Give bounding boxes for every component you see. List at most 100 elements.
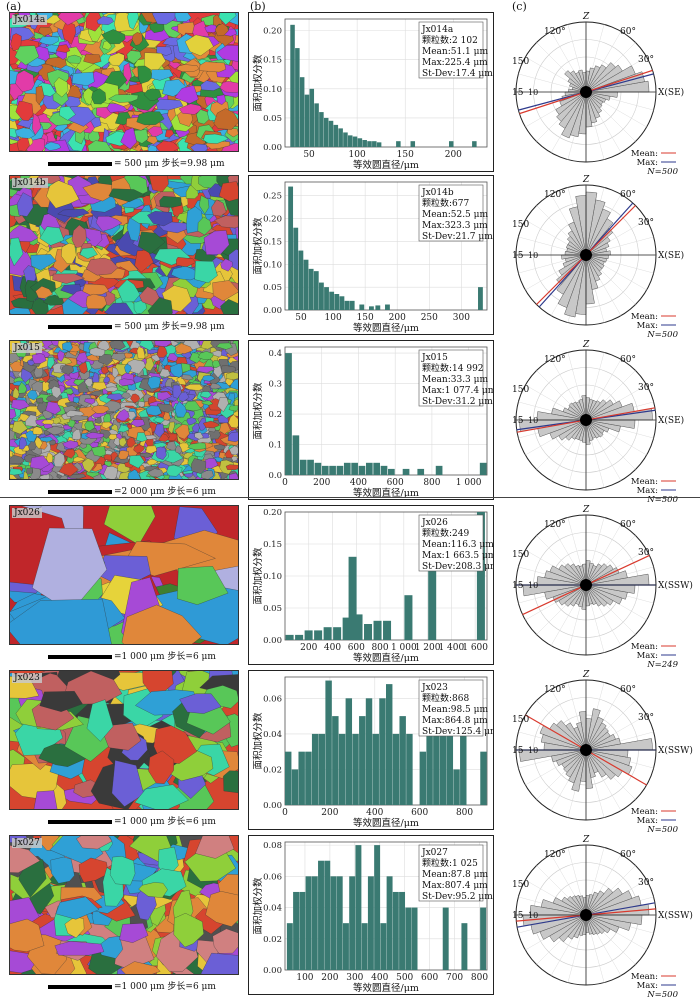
rose-petal: [568, 402, 587, 421]
x-tick-label: 400: [366, 808, 383, 818]
panel-label-b: (b): [250, 0, 266, 13]
histogram-bar: [479, 462, 487, 475]
rose-petal: [564, 70, 587, 93]
stats-box: [418, 184, 484, 242]
stats-line: St-Dev:31.2 μm: [422, 397, 493, 407]
group-divider: [0, 497, 700, 498]
histogram-bar: [304, 94, 310, 147]
rose-petal: [585, 563, 603, 586]
histogram-bar: [336, 876, 343, 970]
y-axis-label: 面积加权分数: [252, 877, 264, 935]
histogram-bar: [359, 716, 366, 805]
y-tick-label: 0.05: [263, 283, 282, 293]
y-tick-label: 0.25: [263, 192, 282, 202]
histogram-bar: [285, 353, 292, 475]
stats-box: [418, 844, 484, 902]
histogram-bar: [308, 268, 314, 310]
histogram-bar: [361, 923, 368, 970]
histogram-bar: [365, 698, 373, 805]
rose-mean-legend: Mean:: [631, 312, 658, 322]
stats-line: St-Dev:208.3 μm: [422, 562, 493, 572]
x-tick-label: 100: [349, 150, 366, 160]
stats-line: Jx026: [421, 518, 448, 528]
rose-mean-legend: Mean:: [631, 477, 658, 487]
y-tick-label: 0.20: [263, 27, 282, 37]
stats-line: Max:807.4 μm: [422, 881, 488, 891]
rose-petal: [585, 91, 603, 114]
histogram-bar: [460, 698, 467, 805]
stats-line: Jx015: [421, 353, 448, 363]
stats-line: Jx027: [421, 848, 448, 858]
histogram-bar: [449, 141, 454, 147]
grain-map: Jx015: [9, 340, 239, 480]
histogram-bar: [388, 468, 395, 475]
x-tick-label: 300: [453, 313, 470, 323]
rose-petal: [585, 890, 633, 916]
y-tick-label: 0.10: [263, 260, 282, 270]
rose-petal: [558, 914, 587, 943]
scale-bar-line: [48, 161, 112, 166]
rose-petal: [585, 887, 623, 916]
x-tick-label: 50: [303, 150, 315, 160]
histogram-bar: [357, 138, 363, 147]
histogram-bar: [379, 698, 386, 805]
rose-center-dot: [580, 909, 592, 921]
y-tick-label: 0.10: [263, 572, 282, 582]
rose-max-legend: Max:: [637, 486, 658, 496]
rose-15-label: 15: [512, 416, 524, 426]
rose-30-label: 30°: [638, 218, 654, 228]
rose-x-label: X(SE): [658, 87, 684, 98]
histogram-bar: [313, 271, 319, 310]
rose-z-label: Z: [582, 505, 590, 515]
rose-petal: [585, 749, 632, 766]
histogram-bar: [314, 630, 323, 640]
scale-bar-label: =1 000 μm 步长=6 μm: [114, 652, 216, 662]
rose-max-legend: Max:: [637, 981, 658, 991]
rose-30-label: 30°: [638, 548, 654, 558]
histogram-bar: [348, 135, 353, 147]
rose-petal: [585, 400, 601, 421]
rose-120-label: 120°: [544, 520, 566, 530]
rose-petal: [571, 749, 587, 792]
rose-60-label: 60°: [620, 27, 636, 37]
grain-map: Jx014a: [9, 12, 239, 152]
stats-line: Mean:52.5 μm: [422, 210, 488, 220]
stats-line: Max:323.3 μm: [422, 221, 488, 231]
stats-line: Jx023: [421, 683, 448, 693]
histogram-bar: [478, 287, 483, 310]
grain-map-sample-tag: Jx015: [12, 343, 42, 353]
rose-petal: [564, 584, 587, 607]
stats-line: Mean:98.5 μm: [422, 705, 488, 715]
grain-map-sample-tag: Jx023: [12, 673, 42, 683]
stats-box: [418, 349, 484, 407]
stats-line: Max:225.4 μm: [422, 58, 488, 68]
histogram-bar: [299, 891, 306, 970]
x-tick-label: 800: [371, 643, 388, 653]
rose-x-label: X(SE): [658, 415, 684, 426]
histogram-bar: [285, 751, 292, 805]
rose-petal: [585, 891, 599, 916]
histogram-bar: [334, 294, 340, 310]
rose-15-label: 15: [512, 581, 524, 591]
panel-label-a: (a): [6, 0, 22, 13]
stats-line: Max:1 077.4 μm: [422, 386, 493, 396]
histogram-bar: [365, 462, 373, 475]
y-axis-label: 面积加权分数: [252, 54, 264, 112]
grain-map-sample-tag: Jx026: [12, 508, 42, 518]
rose-x-label: X(SSW): [658, 910, 693, 921]
rose-mean-legend: Mean:: [631, 642, 658, 652]
x-tick-label: 150: [357, 313, 374, 323]
histogram-bar: [328, 120, 334, 147]
histogram-bar: [348, 556, 357, 640]
rose-x-label: X(SSW): [658, 745, 693, 756]
rose-petal: [569, 584, 587, 607]
rose-120-label: 120°: [544, 355, 566, 365]
histogram-bar: [342, 923, 349, 970]
x-axis-label: 等效圆直径/μm: [353, 817, 419, 829]
stats-line: 颗粒数:868: [422, 692, 469, 704]
rose-petal: [539, 914, 587, 940]
histogram-bar: [343, 462, 351, 475]
rose-petal: [561, 91, 587, 139]
histogram-bar: [374, 845, 381, 970]
x-tick-label: 1 600: [462, 643, 488, 653]
